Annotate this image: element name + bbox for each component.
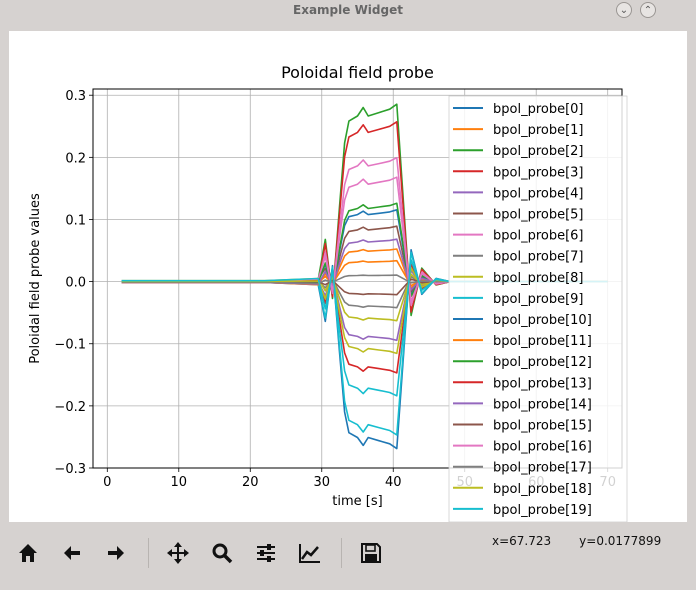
legend-box (448, 95, 628, 522)
edit-axes-icon[interactable] (295, 538, 325, 568)
x-tick-label: 10 (171, 475, 188, 490)
y-axis-label: Poloidal field probe values (28, 193, 43, 364)
legend-label: bpol_probe[1] (493, 123, 584, 138)
x-tick-label: 20 (242, 475, 259, 490)
chart-title: Poloidal field probe (281, 63, 434, 82)
maximize-icon[interactable]: ⌃ (640, 2, 656, 18)
x-tick-label: 40 (385, 475, 402, 490)
x-tick-label: 0 (103, 475, 111, 490)
legend-label: bpol_probe[14] (493, 397, 592, 412)
x-tick-label: 30 (313, 475, 330, 490)
minimize-icon[interactable]: ⌄ (616, 2, 632, 18)
legend-label: bpol_probe[3] (493, 165, 584, 180)
toolbar-separator (341, 538, 342, 568)
y-tick-label: −0.3 (54, 462, 86, 477)
legend-label: bpol_probe[13] (493, 376, 592, 391)
series-line-17 (121, 274, 608, 285)
series-line-9 (121, 251, 608, 436)
legend-label: bpol_probe[4] (493, 186, 584, 201)
pan-icon[interactable] (163, 538, 193, 568)
plot-canvas[interactable]: 010203040506070−0.3−0.2−0.10.00.10.20.3P… (9, 31, 687, 522)
legend-label: bpol_probe[16] (493, 440, 592, 455)
y-tick-label: 0.3 (65, 89, 86, 104)
legend-label: bpol_probe[5] (493, 208, 584, 223)
y-tick-label: −0.1 (54, 338, 86, 353)
series-line-6 (121, 156, 608, 306)
series-line-19 (121, 259, 608, 397)
series-line-8 (121, 273, 608, 322)
home-icon[interactable] (13, 538, 43, 568)
legend-label: bpol_probe[11] (493, 334, 592, 349)
legend-label: bpol_probe[17] (493, 461, 592, 476)
series-line-15 (121, 278, 608, 296)
y-tick-label: 0.0 (65, 276, 86, 291)
forward-arrow-icon[interactable] (101, 538, 131, 568)
legend-label: bpol_probe[0] (493, 102, 584, 117)
series-line-0 (121, 249, 608, 450)
y-tick-label: 0.2 (65, 151, 86, 166)
series-line-14 (121, 238, 608, 291)
title-bar: Example Widget ⌄ ⌃ (0, 0, 696, 22)
series-group (121, 103, 608, 450)
y-tick-label: 0.1 (65, 213, 86, 228)
series-line-3 (121, 121, 608, 313)
back-arrow-icon[interactable] (57, 538, 87, 568)
legend-label: bpol_probe[15] (493, 419, 592, 434)
chart: 010203040506070−0.3−0.2−0.10.00.10.20.3P… (28, 63, 628, 522)
legend-label: bpol_probe[6] (493, 229, 584, 244)
save-icon[interactable] (356, 538, 386, 568)
navigation-toolbar: x=67.723 y=0.0177899 (0, 524, 696, 584)
series-line-2 (121, 103, 608, 317)
cursor-coordinates: x=67.723 y=0.0177899 (492, 534, 689, 548)
legend-label: bpol_probe[10] (493, 313, 592, 328)
coord-x: x=67.723 (492, 534, 552, 548)
legend-label: bpol_probe[19] (493, 503, 592, 518)
x-axis-label: time [s] (332, 494, 382, 509)
legend-label: bpol_probe[9] (493, 292, 584, 307)
series-line-18 (121, 267, 608, 355)
legend-label: bpol_probe[7] (493, 250, 584, 265)
toolbar-separator (148, 538, 149, 568)
configure-subplots-icon[interactable] (251, 538, 281, 568)
series-line-16 (121, 176, 608, 303)
legend-label: bpol_probe[8] (493, 271, 584, 286)
legend-label: bpol_probe[12] (493, 355, 592, 370)
y-tick-label: −0.2 (54, 400, 86, 415)
zoom-icon[interactable] (207, 538, 237, 568)
window-title: Example Widget (293, 3, 403, 17)
legend-label: bpol_probe[2] (493, 144, 584, 159)
legend-label: bpol_probe[18] (493, 482, 592, 497)
coord-y: y=0.0177899 (579, 534, 662, 548)
